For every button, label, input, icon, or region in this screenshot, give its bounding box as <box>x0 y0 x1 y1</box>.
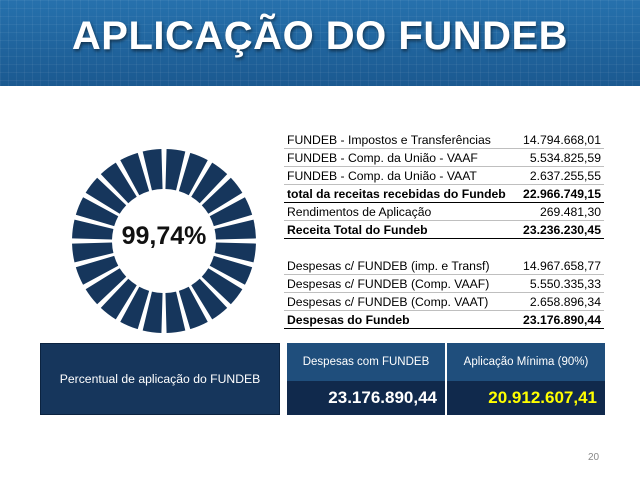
donut-segment <box>209 255 253 285</box>
title-banner: APLICAÇÃO DO FUNDEB <box>0 0 640 86</box>
page-number: 20 <box>588 452 600 463</box>
donut-segment <box>165 149 186 191</box>
row-value: 23.176.890,44 <box>516 310 604 329</box>
row-label: Despesas c/ FUNDEB (imp. e Transf) <box>284 257 517 275</box>
donut-segment <box>85 177 127 214</box>
table-row: FUNDEB - Impostos e Transferências 14.794… <box>284 131 604 149</box>
donut-segment <box>201 268 243 305</box>
percentage-label: 99,74% <box>121 222 207 250</box>
table-spacer <box>284 239 604 258</box>
row-label: FUNDEB - Comp. da União - VAAF <box>284 148 517 167</box>
row-label: Despesas c/ FUNDEB (Comp. VAAF) <box>284 274 517 293</box>
table-row: FUNDEB - Comp. da União - VAAF 5.534.825,… <box>284 148 604 167</box>
row-value: 14.967.658,77 <box>516 257 604 275</box>
donut-segment <box>214 219 256 240</box>
expenses-value: 23.176.890,44 <box>328 388 437 407</box>
table-row: Receita Total do Fundeb 23.236.230,45 <box>284 220 604 239</box>
row-value: 5.550.335,33 <box>516 274 604 293</box>
page-title: APLICAÇÃO DO FUNDEB <box>71 14 569 58</box>
donut-segment <box>178 152 208 196</box>
table-row: Despesas c/ FUNDEB (Comp. VAAF) 5.550.335… <box>284 274 604 293</box>
expenses-value-cell: 23.176.890,44 <box>287 381 445 415</box>
donut-segment <box>178 286 208 330</box>
table-spacer-cell <box>284 239 604 258</box>
donut-segment <box>75 197 119 227</box>
row-value: 2.637.255,55 <box>516 166 604 185</box>
expenses-header: Despesas com FUNDEB <box>287 343 445 381</box>
row-value: 14.794.668,01 <box>516 131 604 149</box>
table-row: total da receitas recebidas do Fundeb 22.… <box>284 184 604 203</box>
donut-segment <box>142 149 163 191</box>
row-label: Rendimentos de Aplicação <box>284 202 517 221</box>
table-row: Despesas c/ FUNDEB (imp. e Transf) 14.967… <box>284 257 604 275</box>
row-label: Despesas do Fundeb <box>284 310 517 329</box>
percentage-donut-chart <box>72 149 256 333</box>
donut-segment <box>100 278 137 320</box>
donut-segment <box>191 278 228 320</box>
donut-segment <box>75 255 119 285</box>
donut-segment <box>120 152 150 196</box>
summary-label-box: Percentual de aplicação do FUNDEB <box>40 343 280 415</box>
summary-label: Percentual de aplicação do FUNDEB <box>59 372 261 386</box>
row-label: total da receitas recebidas do Fundeb <box>284 184 517 203</box>
donut-segment <box>100 162 137 204</box>
row-value: 22.966.749,15 <box>516 184 604 203</box>
donut-segment <box>142 291 163 333</box>
donut-segment <box>209 197 253 227</box>
financial-table: FUNDEB - Impostos e Transferências 14.794… <box>284 131 604 329</box>
row-value: 2.658.896,34 <box>516 292 604 311</box>
donut-segment <box>120 286 150 330</box>
row-value: 23.236.230,45 <box>516 220 604 239</box>
table-row: Rendimentos de Aplicação 269.481,30 <box>284 202 604 221</box>
expenses-header-text: Despesas com FUNDEB <box>302 356 430 368</box>
minimum-value-cell: 20.912.607,41 <box>447 381 605 415</box>
donut-segment <box>85 268 127 305</box>
donut-segment <box>165 291 186 333</box>
minimum-header: Aplicação Mínima (90%) <box>447 343 605 381</box>
table-row: Despesas do Fundeb 23.176.890,44 <box>284 310 604 329</box>
minimum-value: 20.912.607,41 <box>488 388 597 407</box>
minimum-header-text: Aplicação Mínima (90%) <box>463 356 589 368</box>
donut-segment <box>201 177 243 214</box>
donut-segment <box>72 219 114 240</box>
row-label: Receita Total do Fundeb <box>284 220 517 239</box>
row-value: 269.481,30 <box>516 202 604 221</box>
table-row: Despesas c/ FUNDEB (Comp. VAAT) 2.658.896… <box>284 292 604 311</box>
row-label: Despesas c/ FUNDEB (Comp. VAAT) <box>284 292 517 311</box>
row-label: FUNDEB - Impostos e Transferências <box>284 131 517 149</box>
donut-segment <box>214 242 256 263</box>
row-value: 5.534.825,59 <box>516 148 604 167</box>
table-row: FUNDEB - Comp. da União - VAAT 2.637.255,… <box>284 166 604 185</box>
row-label: FUNDEB - Comp. da União - VAAT <box>284 166 517 185</box>
donut-segment <box>191 162 228 204</box>
donut-segment <box>72 242 114 263</box>
